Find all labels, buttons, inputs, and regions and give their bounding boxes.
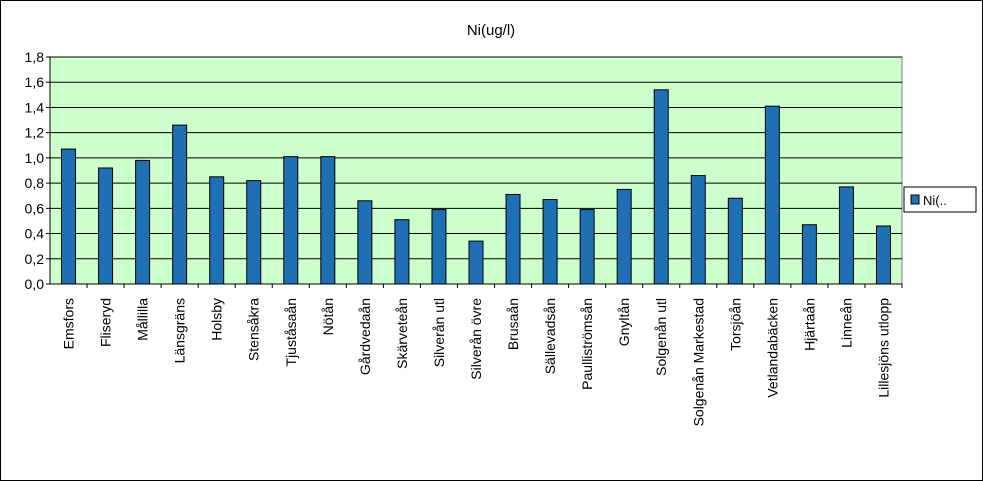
bar [690, 175, 706, 285]
legend-swatch [910, 194, 920, 205]
x-tick-label: Gnyltån [616, 298, 632, 346]
x-tick-label: Nötån [320, 298, 336, 335]
bar [468, 240, 484, 285]
y-tick-label: 1,4 [25, 99, 45, 115]
x-tick-label: Holsby [209, 298, 225, 341]
y-tick-label: 0,8 [25, 175, 45, 191]
bar [209, 176, 225, 285]
x-tick-label: Mållilla [135, 298, 151, 341]
y-tick-label: 1,0 [25, 150, 45, 166]
y-tick-label: 0,2 [25, 251, 45, 267]
chart-title: Ni(ug/l) [467, 22, 515, 39]
bar [838, 186, 854, 285]
bar [283, 156, 299, 285]
bar [801, 224, 817, 285]
x-tick-label: Länsgräns [172, 298, 188, 363]
bar [135, 159, 151, 285]
y-tick-label: 0,4 [25, 226, 45, 242]
y-tick-label: 1,8 [25, 49, 45, 65]
bar [764, 105, 780, 285]
x-tick-label: Fliseryd [98, 298, 114, 347]
x-tick-label: Solgenån utl [653, 298, 669, 376]
bar [875, 225, 891, 285]
x-tick-label: Gårdvedaån [357, 298, 373, 375]
y-tick-label: 0,6 [25, 200, 45, 216]
x-tick-label: Solgenån Markestad [690, 298, 706, 426]
bar [431, 209, 447, 285]
bar [98, 167, 114, 285]
x-tick-label: Paulliströmsån [579, 298, 595, 390]
x-tick-label: Brusaån [505, 298, 521, 350]
x-tick-label: Linneån [838, 298, 854, 348]
x-tick-label: Vetlandabäcken [764, 298, 780, 398]
bar [394, 219, 410, 285]
x-tick-label: Tjuståsaån [283, 298, 299, 366]
bar [357, 200, 373, 285]
x-tick-label: Stensåkra [246, 298, 262, 361]
y-tick-label: 1,6 [25, 74, 45, 90]
bar [653, 89, 669, 285]
x-tick-label: Silverån övre [468, 298, 484, 380]
x-tick-label: Sällevadsån [542, 298, 558, 374]
bar [172, 124, 188, 285]
y-tick-label: 1,2 [25, 125, 45, 141]
y-tick-label: 0,0 [25, 276, 45, 292]
bar [727, 197, 743, 285]
bar [246, 180, 262, 285]
x-tick-label: Silverån utl [431, 298, 447, 367]
bar [61, 148, 77, 285]
x-tick-label: Hjärtaån [801, 298, 817, 351]
x-tick-label: Lillesjöns utlopp [875, 298, 891, 398]
x-tick-label: Skärveteån [394, 298, 410, 369]
bar [320, 156, 336, 285]
x-tick-label: Torsjöån [727, 298, 743, 351]
bar [542, 199, 558, 285]
bar [505, 193, 521, 285]
x-tick-label: Emsfors [61, 298, 77, 349]
bar [616, 188, 632, 285]
legend [903, 186, 977, 213]
legend-label: Ni(.. [923, 193, 947, 208]
bar [579, 209, 595, 285]
